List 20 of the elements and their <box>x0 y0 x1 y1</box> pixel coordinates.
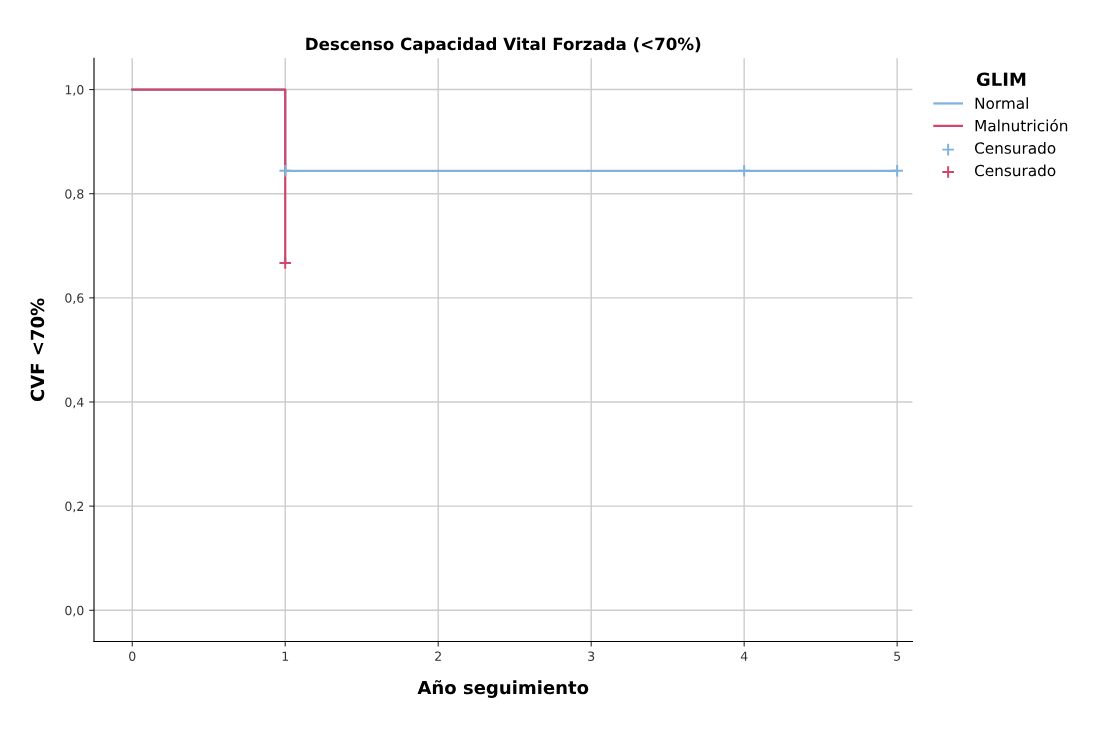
x-tick-label: 0 <box>129 651 136 661</box>
x-tick-label: 5 <box>894 651 901 661</box>
x-tick-label: 2 <box>435 651 441 661</box>
y-tick-label: 0,6 <box>65 293 84 305</box>
y-axis-title: CVF <70% <box>30 298 45 402</box>
legend-label: Censurado <box>974 142 1056 154</box>
legend-title: GLIM <box>976 72 1026 87</box>
chart-title: Descenso Capacidad Vital Forzada (<70%) <box>306 37 701 54</box>
x-tick-label: 3 <box>588 651 595 661</box>
x-axis-title: Año seguimiento <box>417 680 589 698</box>
y-tick-label: 0,8 <box>65 189 84 200</box>
x-tick-label: 4 <box>740 651 748 661</box>
y-tick-label: 1,0 <box>65 85 84 96</box>
y-tick-label: 0,0 <box>65 605 84 617</box>
legend-label: Censurado <box>974 164 1056 177</box>
legend-label: Malnutrición <box>975 119 1068 132</box>
y-tick-label: 0,4 <box>65 397 84 409</box>
x-tick-label: 1 <box>282 651 289 661</box>
y-tick-label: 0,2 <box>65 501 84 513</box>
legend-label: Normal <box>975 97 1028 110</box>
